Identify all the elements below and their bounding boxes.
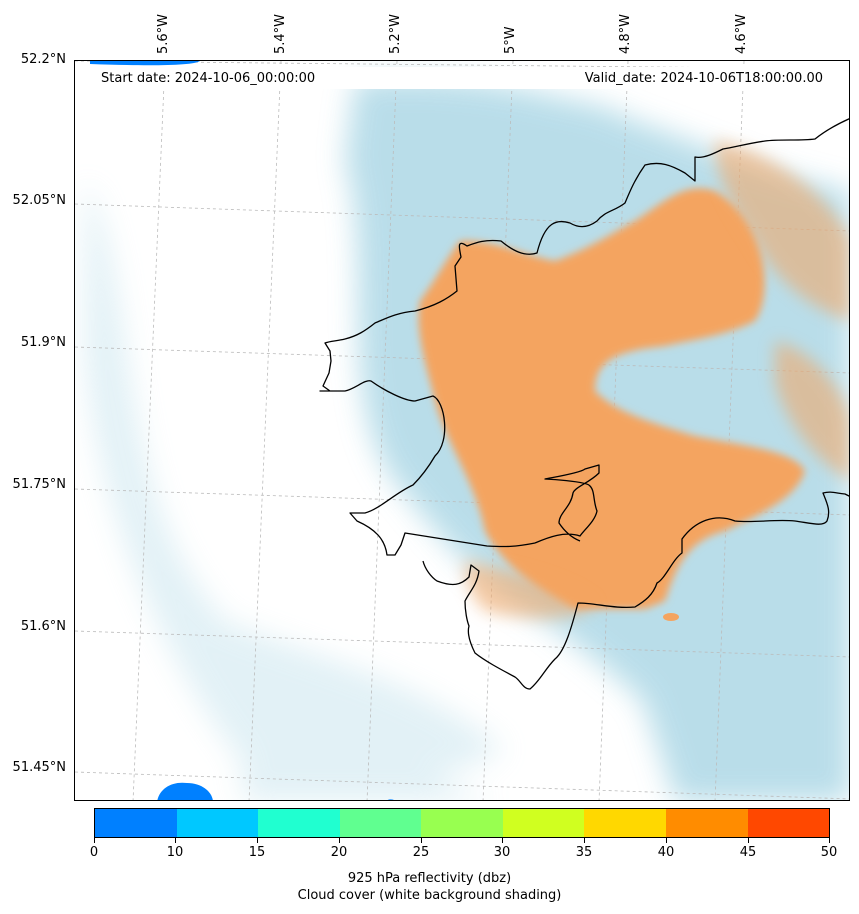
colorbar-tick-label: 20 bbox=[330, 845, 348, 860]
colorbar-subtitle: Cloud cover (white background shading) bbox=[297, 888, 562, 903]
precip-cell bbox=[663, 613, 679, 621]
colorbar-tick-label: 15 bbox=[248, 845, 266, 860]
reflectivity-blob-north bbox=[90, 61, 200, 66]
colorbar-tick-label: 50 bbox=[820, 845, 838, 860]
lat-label-52.2N: 52.2°N bbox=[20, 52, 66, 67]
map-canvas bbox=[75, 61, 849, 800]
colorbar-tick-label: 35 bbox=[575, 845, 593, 860]
colorbar-segment-0-10 bbox=[95, 809, 177, 837]
lon-label-5.4W: 5.4°W bbox=[273, 13, 288, 54]
colorbar-tick-label: 45 bbox=[739, 845, 757, 860]
start-date-label: Start date: 2024-10-06_00:00:00 bbox=[101, 71, 316, 86]
colorbar-segment-35-40 bbox=[584, 809, 666, 837]
colorbar-tick-label: 25 bbox=[412, 845, 430, 860]
lat-label-51.45N: 51.45°N bbox=[12, 760, 66, 775]
colorbar-title: 925 hPa reflectivity (dbz) bbox=[347, 871, 512, 886]
graticule bbox=[75, 61, 849, 800]
lat-label-52.05N: 52.05°N bbox=[12, 193, 66, 208]
colorbar-segment-15-20 bbox=[258, 809, 340, 837]
faint-cloud-layer bbox=[85, 181, 505, 800]
lon-label-5.2W: 5.2°W bbox=[388, 13, 403, 54]
colorbar-segment-30-35 bbox=[502, 809, 585, 837]
colorbar-tick-label: 30 bbox=[493, 845, 511, 860]
precip-fringe bbox=[465, 141, 849, 618]
lat-label-51.9N: 51.9°N bbox=[20, 335, 66, 350]
lon-label-4.8W: 4.8°W bbox=[618, 13, 633, 54]
colorbar-segment-45-50 bbox=[747, 809, 830, 837]
colorbar-tick-label: 0 bbox=[89, 845, 99, 860]
precip-core bbox=[418, 188, 805, 609]
coastline bbox=[319, 118, 849, 690]
colorbar-segment-10-15 bbox=[176, 809, 259, 837]
colorbar-segment-40-45 bbox=[665, 809, 748, 837]
colorbar-tick-label: 10 bbox=[166, 845, 184, 860]
colorbar-segment-25-30 bbox=[421, 809, 503, 837]
valid-date-label: Valid_date: 2024-10-06T18:00:00.00 bbox=[584, 71, 823, 86]
lon-label-4.6W: 4.6°W bbox=[734, 13, 749, 54]
colorbar bbox=[94, 808, 830, 838]
map-panel[interactable]: Start date: 2024-10-06_00:00:00 Valid_da… bbox=[74, 60, 850, 801]
lon-label-5W: 5°W bbox=[503, 26, 518, 54]
reflectivity-blob-south-small bbox=[387, 799, 394, 800]
colorbar-segment-20-25 bbox=[339, 809, 422, 837]
lat-label-51.75N: 51.75°N bbox=[12, 477, 66, 492]
lat-label-51.6N: 51.6°N bbox=[20, 619, 66, 634]
colorbar-tick-label: 40 bbox=[657, 845, 675, 860]
reflectivity-blob-south bbox=[157, 782, 213, 800]
header-strip bbox=[75, 67, 849, 89]
lon-label-5.6W: 5.6°W bbox=[156, 13, 171, 54]
